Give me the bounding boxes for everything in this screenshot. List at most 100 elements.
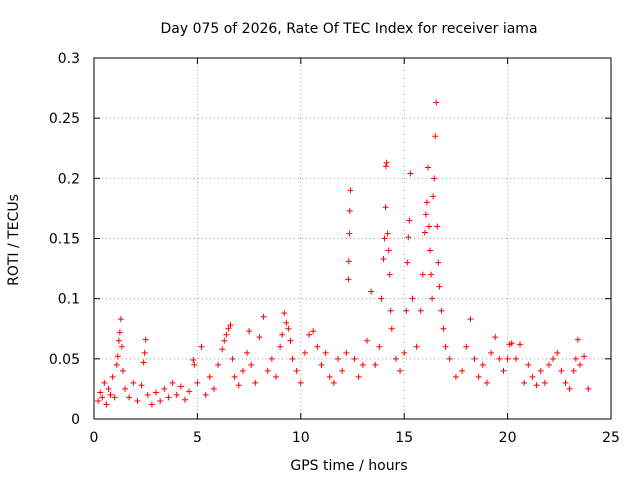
data-point [268,355,275,362]
data-point [246,328,253,335]
data-point [442,343,449,350]
data-point [467,316,474,323]
data-point [103,401,110,408]
y-tick-label: 0.2 [58,171,80,187]
data-point [223,331,230,338]
data-points [95,99,592,408]
data-point [306,331,313,338]
data-point [229,355,236,362]
data-point [169,379,176,386]
data-point [293,367,300,374]
data-point [562,379,569,386]
data-point [376,343,383,350]
data-point [429,295,436,302]
data-point [521,379,528,386]
x-tick-label: 25 [602,430,620,446]
data-point [423,199,430,206]
data-point [225,325,232,332]
data-point [572,355,579,362]
data-point [219,346,226,353]
data-point [345,276,352,283]
data-point [479,361,486,368]
plot-frame [93,57,612,420]
data-point [392,355,399,362]
data-point [403,307,410,314]
x-tick-label: 15 [395,430,413,446]
data-point [422,211,429,218]
gridlines [94,58,611,419]
data-point [126,394,133,401]
data-point [566,385,573,392]
x-tick-label: 5 [193,430,202,446]
data-point [459,367,466,374]
data-point [186,388,193,395]
chart-title: Day 075 of 2026, Rate Of TEC Index for r… [160,21,537,37]
data-point [475,373,482,380]
data-point [417,307,424,314]
data-point [428,271,435,278]
data-point [244,349,251,356]
data-point [406,217,413,224]
data-point [239,367,246,374]
data-point [512,355,519,362]
data-point [368,288,375,295]
data-point [440,325,447,332]
y-tick-label: 0.1 [58,292,80,308]
data-point [405,234,412,241]
data-point [384,230,391,237]
data-point [372,361,379,368]
data-point [432,133,439,140]
data-point [385,247,392,254]
y-tick-label: 0.3 [58,51,80,67]
data-point [264,367,271,374]
data-point [122,385,129,392]
data-point [117,316,124,323]
data-point [452,373,459,380]
data-point [346,207,353,214]
y-tick-label: 0.05 [49,352,80,368]
data-point [346,230,353,237]
data-point [424,164,431,171]
data-point [380,255,387,262]
data-point [115,337,122,344]
data-point [387,307,394,314]
data-point [381,235,388,242]
data-point [471,355,478,362]
data-point [318,361,325,368]
data-point [272,373,279,380]
data-point [483,379,490,386]
data-point [435,259,442,266]
data-point [111,394,118,401]
y-tick-label: 0 [71,412,80,428]
data-point [419,271,426,278]
data-point [235,382,242,389]
data-point [191,361,198,368]
data-point [198,343,205,350]
data-point [144,391,151,398]
data-point [322,349,329,356]
data-point [138,382,145,389]
data-point [260,313,267,320]
data-point [397,367,404,374]
data-point [386,271,393,278]
data-point [231,373,238,380]
data-point [279,331,286,338]
data-point [289,355,296,362]
data-point [545,361,552,368]
data-point [404,259,411,266]
data-point [537,367,544,374]
data-point [326,373,333,380]
data-point [277,343,284,350]
data-point [221,337,228,344]
data-point [116,329,123,336]
data-point [215,361,222,368]
data-point [492,334,499,341]
data-point [256,334,263,341]
data-point [433,99,440,106]
data-point [161,385,168,392]
data-point [517,341,524,348]
data-point [525,361,532,368]
data-point [413,343,420,350]
data-point [114,353,121,360]
data-point [109,373,116,380]
